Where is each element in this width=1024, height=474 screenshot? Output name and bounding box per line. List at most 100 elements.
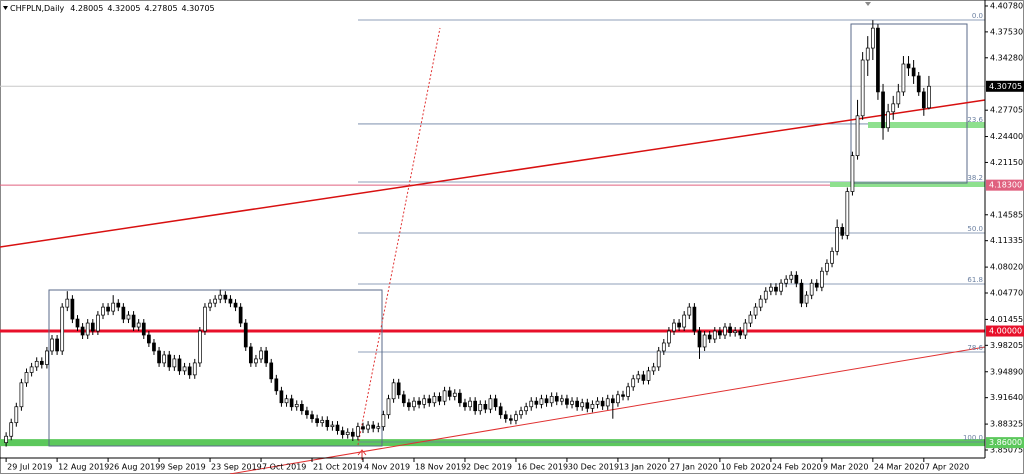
trend-line [0, 99, 986, 248]
candle-body [330, 424, 335, 428]
candle-body [794, 274, 799, 284]
y-tick-label: 3.98205 [990, 341, 1023, 350]
candle-body [401, 394, 406, 404]
candle-body [906, 63, 911, 69]
candle-body [50, 338, 54, 352]
candle-body [651, 366, 656, 372]
candle-body [432, 396, 437, 404]
candle-body [116, 302, 121, 308]
high: 4.32005 [107, 4, 140, 13]
candle-body [192, 362, 197, 376]
candle-body [412, 400, 416, 408]
y-tick-label: 4.21150 [990, 158, 1023, 167]
x-tick-label: 21 Oct 2019 [313, 463, 362, 472]
candle-body [243, 322, 248, 348]
candle-body [24, 372, 29, 384]
candle-body [529, 400, 534, 408]
candle-body [19, 382, 24, 408]
candle-body [769, 286, 773, 292]
candle-body [299, 404, 304, 412]
candle-body [447, 390, 452, 397]
candle-body [141, 322, 146, 336]
candle-body [45, 350, 49, 365]
y-tick-label: 4.40780 [990, 1, 1023, 10]
candle-body [259, 350, 263, 360]
current-price-label: 4.30705 [989, 82, 1022, 91]
close: 4.30705 [182, 4, 215, 13]
candle-body [682, 314, 687, 328]
candle-body [371, 424, 376, 429]
range-box [48, 289, 383, 447]
x-tick-label: 26 Aug 2019 [109, 463, 160, 472]
candle-body [539, 398, 544, 405]
candle-body [921, 91, 926, 109]
candle-body [743, 322, 748, 336]
candle-body [835, 227, 839, 252]
x-tick-label: 27 Jan 2020 [670, 463, 718, 472]
y-tick-label: 3.94890 [990, 367, 1023, 376]
candle-body [896, 91, 901, 105]
candle-body [855, 115, 860, 157]
candle-body [437, 396, 442, 402]
candle-body [238, 306, 243, 324]
candle-body [157, 350, 161, 364]
candle-body [442, 390, 447, 402]
level-label: 3.86000 [989, 438, 1022, 447]
candle-body [687, 306, 692, 316]
candle-body [554, 396, 559, 402]
level-label: 4.18300 [989, 181, 1022, 190]
candle-body [712, 330, 717, 340]
candle-body [213, 298, 218, 304]
candle-body [85, 322, 90, 336]
candle-body [570, 400, 574, 405]
candle-body [60, 306, 65, 352]
candle-body [187, 366, 192, 376]
candle-body [70, 298, 75, 320]
candle-body [65, 298, 70, 308]
candle-body [483, 404, 488, 410]
candle-body [9, 422, 14, 437]
candle-body [575, 400, 579, 408]
candle-body [310, 414, 314, 420]
candle-body [177, 358, 182, 372]
candle-body [825, 262, 829, 272]
candle-body [136, 322, 141, 328]
candle-body [911, 67, 916, 77]
candle-body [789, 274, 794, 280]
chart-title: CHFPLN,Daily 4.28005 4.32005 4.27805 4.30705 [10, 4, 215, 13]
candle-body [320, 419, 325, 424]
x-tick-label: 10 Feb 2020 [721, 463, 771, 472]
candle-body [840, 227, 845, 236]
candle-body [860, 59, 865, 117]
candle-body [228, 298, 233, 304]
candle-body [886, 111, 890, 129]
fib-label: 23.6 [967, 116, 983, 124]
x-tick-label: 29 Jul 2019 [7, 463, 52, 472]
candle-body [621, 394, 625, 397]
plot-layer: 4.40780 4.37530 4.34280 4.27705 4.24400 4.211… [4, 1, 1024, 472]
candle-body [514, 414, 518, 421]
candle-body [503, 414, 508, 420]
candle-body [340, 430, 345, 435]
y-tick-label: 3.85075 [990, 445, 1023, 454]
open: 4.28005 [70, 4, 103, 13]
y-tick-label: 3.88325 [990, 420, 1023, 429]
levels-layer [0, 19, 985, 447]
candle-body [366, 424, 370, 430]
fib-label: 0.0 [972, 12, 983, 20]
y-tick-label: 4.04770 [990, 289, 1023, 298]
candle-body [534, 400, 539, 405]
candle-body [748, 314, 753, 324]
candle-body [881, 91, 885, 129]
candle-body [350, 431, 355, 437]
candle-body [121, 306, 126, 320]
candle-body [427, 398, 432, 404]
candle-body [799, 282, 804, 304]
x-tick-label: 16 Dec 2019 [517, 463, 568, 472]
marker [865, 2, 871, 6]
candle-body [677, 322, 681, 328]
fib-trend-line [357, 27, 441, 446]
